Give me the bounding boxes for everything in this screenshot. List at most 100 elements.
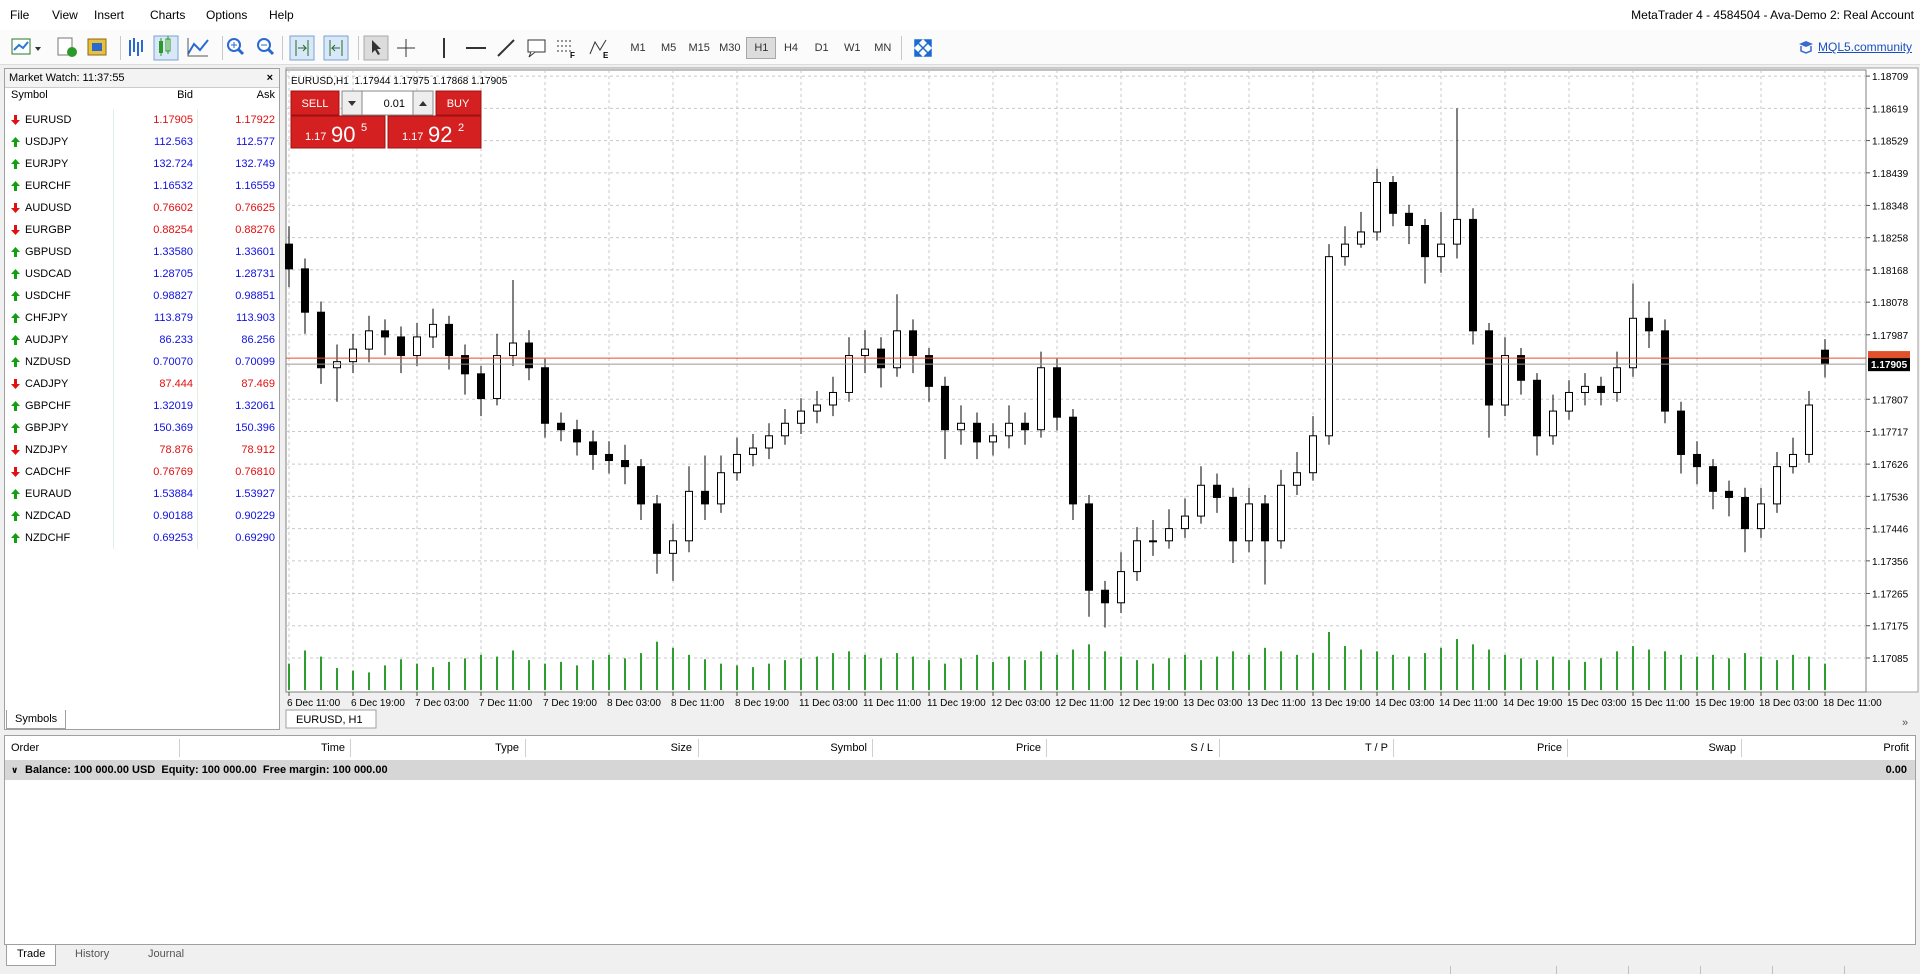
market-watch-row[interactable]: NZDJPY 78.876 78.912 bbox=[5, 439, 279, 461]
timeframe-button[interactable]: D1 bbox=[814, 42, 829, 54]
volume-bar bbox=[1520, 658, 1522, 690]
market-watch-button[interactable] bbox=[87, 38, 107, 56]
zoom-out-button[interactable] bbox=[257, 38, 275, 56]
ask: 132.749 bbox=[235, 158, 275, 170]
candle-body bbox=[1085, 503, 1093, 591]
text-button[interactable] bbox=[527, 39, 546, 58]
candle-body bbox=[1037, 367, 1045, 431]
community-link[interactable]: MQL5.community bbox=[1818, 40, 1913, 54]
scroll-arrows[interactable]: » bbox=[1902, 717, 1908, 729]
market-watch-row[interactable]: CADCHF 0.76769 0.76810 bbox=[5, 461, 279, 483]
menu-item[interactable]: Help bbox=[269, 8, 294, 22]
bid: 1.17905 bbox=[153, 114, 193, 126]
fibo-button[interactable]: F bbox=[557, 40, 575, 60]
menu-item[interactable]: File bbox=[10, 8, 30, 22]
cursor-button[interactable] bbox=[363, 35, 389, 61]
volume-bar bbox=[912, 656, 914, 690]
volume-bar bbox=[1056, 654, 1058, 690]
market-watch-row[interactable]: CADJPY 87.444 87.469 bbox=[5, 373, 279, 395]
market-watch-row[interactable]: EURCHF 1.16532 1.16559 bbox=[5, 175, 279, 197]
balance-row: ∨ Balance: 100 000.00 USD Equity: 100 00… bbox=[5, 760, 1915, 780]
market-watch-row[interactable]: NZDCHF 0.69253 0.69290 bbox=[5, 527, 279, 549]
x-tick-label: 7 Dec 11:00 bbox=[479, 698, 533, 709]
chart-shift-button[interactable] bbox=[323, 35, 349, 61]
zoom-in-button[interactable] bbox=[227, 38, 245, 56]
fullscreen-button[interactable] bbox=[912, 37, 934, 59]
symbol: NZDJPY bbox=[25, 444, 68, 456]
market-watch-row[interactable]: GBPUSD 1.33580 1.33601 bbox=[5, 241, 279, 263]
crosshair-button[interactable] bbox=[397, 39, 415, 57]
market-watch-row[interactable]: GBPJPY 150.369 150.396 bbox=[5, 417, 279, 439]
market-watch-row[interactable]: CHFJPY 113.879 113.903 bbox=[5, 307, 279, 329]
profiles-button[interactable] bbox=[57, 37, 77, 57]
market-watch-row[interactable]: AUDUSD 0.76602 0.76625 bbox=[5, 197, 279, 219]
volume-bar bbox=[1584, 661, 1586, 690]
market-watch-row[interactable]: EURUSD 1.17905 1.17922 bbox=[5, 109, 279, 131]
collapse-icon[interactable]: ∨ bbox=[11, 765, 19, 775]
timeframe-button[interactable]: M30 bbox=[719, 42, 741, 54]
trendline-button[interactable] bbox=[497, 39, 515, 57]
bar-chart-button[interactable] bbox=[129, 38, 143, 56]
volume-bar bbox=[864, 654, 866, 690]
terminal-tab[interactable]: History bbox=[75, 948, 110, 960]
candle-body bbox=[1229, 496, 1237, 542]
market-watch-row[interactable]: EURJPY 132.724 132.749 bbox=[5, 153, 279, 175]
volume-bar bbox=[576, 665, 578, 690]
timeframe-button[interactable]: M1 bbox=[630, 42, 646, 54]
candle-body bbox=[525, 342, 533, 369]
bid-cell bbox=[113, 109, 198, 131]
menu-item[interactable]: View bbox=[52, 8, 78, 22]
volume-bar bbox=[752, 667, 754, 690]
timeframe-button[interactable]: MN bbox=[874, 42, 892, 54]
ask-cell bbox=[197, 241, 280, 263]
close-button[interactable]: × bbox=[266, 72, 273, 84]
lot-size: 0.01 bbox=[384, 98, 405, 110]
timeframe-button[interactable]: M15 bbox=[688, 42, 710, 54]
candle-body bbox=[1485, 330, 1493, 406]
menu-item[interactable]: Charts bbox=[150, 8, 186, 22]
chart-tab[interactable] bbox=[285, 709, 377, 729]
candle-body bbox=[365, 330, 373, 350]
timeframe-button[interactable]: H4 bbox=[783, 42, 799, 54]
terminal-tab[interactable]: Journal bbox=[148, 948, 185, 960]
buy-price-box[interactable] bbox=[387, 115, 482, 149]
market-watch-row[interactable]: GBPCHF 1.32019 1.32061 bbox=[5, 395, 279, 417]
ask: 112.577 bbox=[236, 136, 275, 148]
elliott-button[interactable]: E bbox=[589, 39, 609, 60]
candle-body bbox=[653, 503, 661, 554]
column-header: Symbol bbox=[11, 89, 48, 101]
column-header: Ask bbox=[256, 89, 275, 101]
svg-text:F: F bbox=[570, 51, 575, 60]
y-tick-label: 1.17356 bbox=[1872, 557, 1909, 568]
bid-label: 1.17905 bbox=[1871, 360, 1908, 371]
market-watch-row[interactable]: EURGBP 0.88254 0.88276 bbox=[5, 219, 279, 241]
x-tick-label: 14 Dec 19:00 bbox=[1503, 698, 1563, 709]
autoscroll-button[interactable] bbox=[289, 35, 315, 61]
timeframe-button[interactable]: M5 bbox=[660, 42, 677, 54]
timeframe-button[interactable]: H1 bbox=[746, 37, 777, 59]
menu-item[interactable]: Options bbox=[206, 8, 248, 22]
market-watch-row[interactable]: EURAUD 1.53884 1.53927 bbox=[5, 483, 279, 505]
sell-price-box[interactable] bbox=[290, 115, 386, 149]
ask: 78.912 bbox=[241, 444, 275, 456]
symbols-tab[interactable]: Symbols bbox=[6, 710, 67, 729]
new-chart-button[interactable] bbox=[11, 38, 41, 55]
candle-body bbox=[1629, 317, 1637, 369]
market-watch-row[interactable]: USDCAD 1.28705 1.28731 bbox=[5, 263, 279, 285]
menu-item[interactable]: Insert bbox=[94, 8, 125, 22]
market-watch-row[interactable]: AUDJPY 86.233 86.256 bbox=[5, 329, 279, 351]
market-watch-row[interactable]: NZDCAD 0.90188 0.90229 bbox=[5, 505, 279, 527]
ask: 0.90229 bbox=[235, 510, 275, 522]
candle-chart-button[interactable] bbox=[153, 35, 179, 61]
volume-bar bbox=[496, 656, 498, 690]
market-watch-row[interactable]: USDJPY 112.563 112.577 bbox=[5, 131, 279, 153]
toolbar: F E M1 M5 M15 M30 H1 H4 D1 W1 MN bbox=[0, 30, 1920, 65]
timeframe-button[interactable]: W1 bbox=[843, 42, 861, 54]
buy-button[interactable] bbox=[435, 90, 482, 116]
terminal-tab[interactable]: Trade bbox=[6, 945, 57, 966]
line-chart-button[interactable] bbox=[187, 38, 209, 57]
market-watch-row[interactable]: USDCHF 0.98827 0.98851 bbox=[5, 285, 279, 307]
direction-arrow bbox=[11, 159, 20, 169]
market-watch-row[interactable]: NZDUSD 0.70070 0.70099 bbox=[5, 351, 279, 373]
sell-button[interactable] bbox=[290, 90, 340, 116]
